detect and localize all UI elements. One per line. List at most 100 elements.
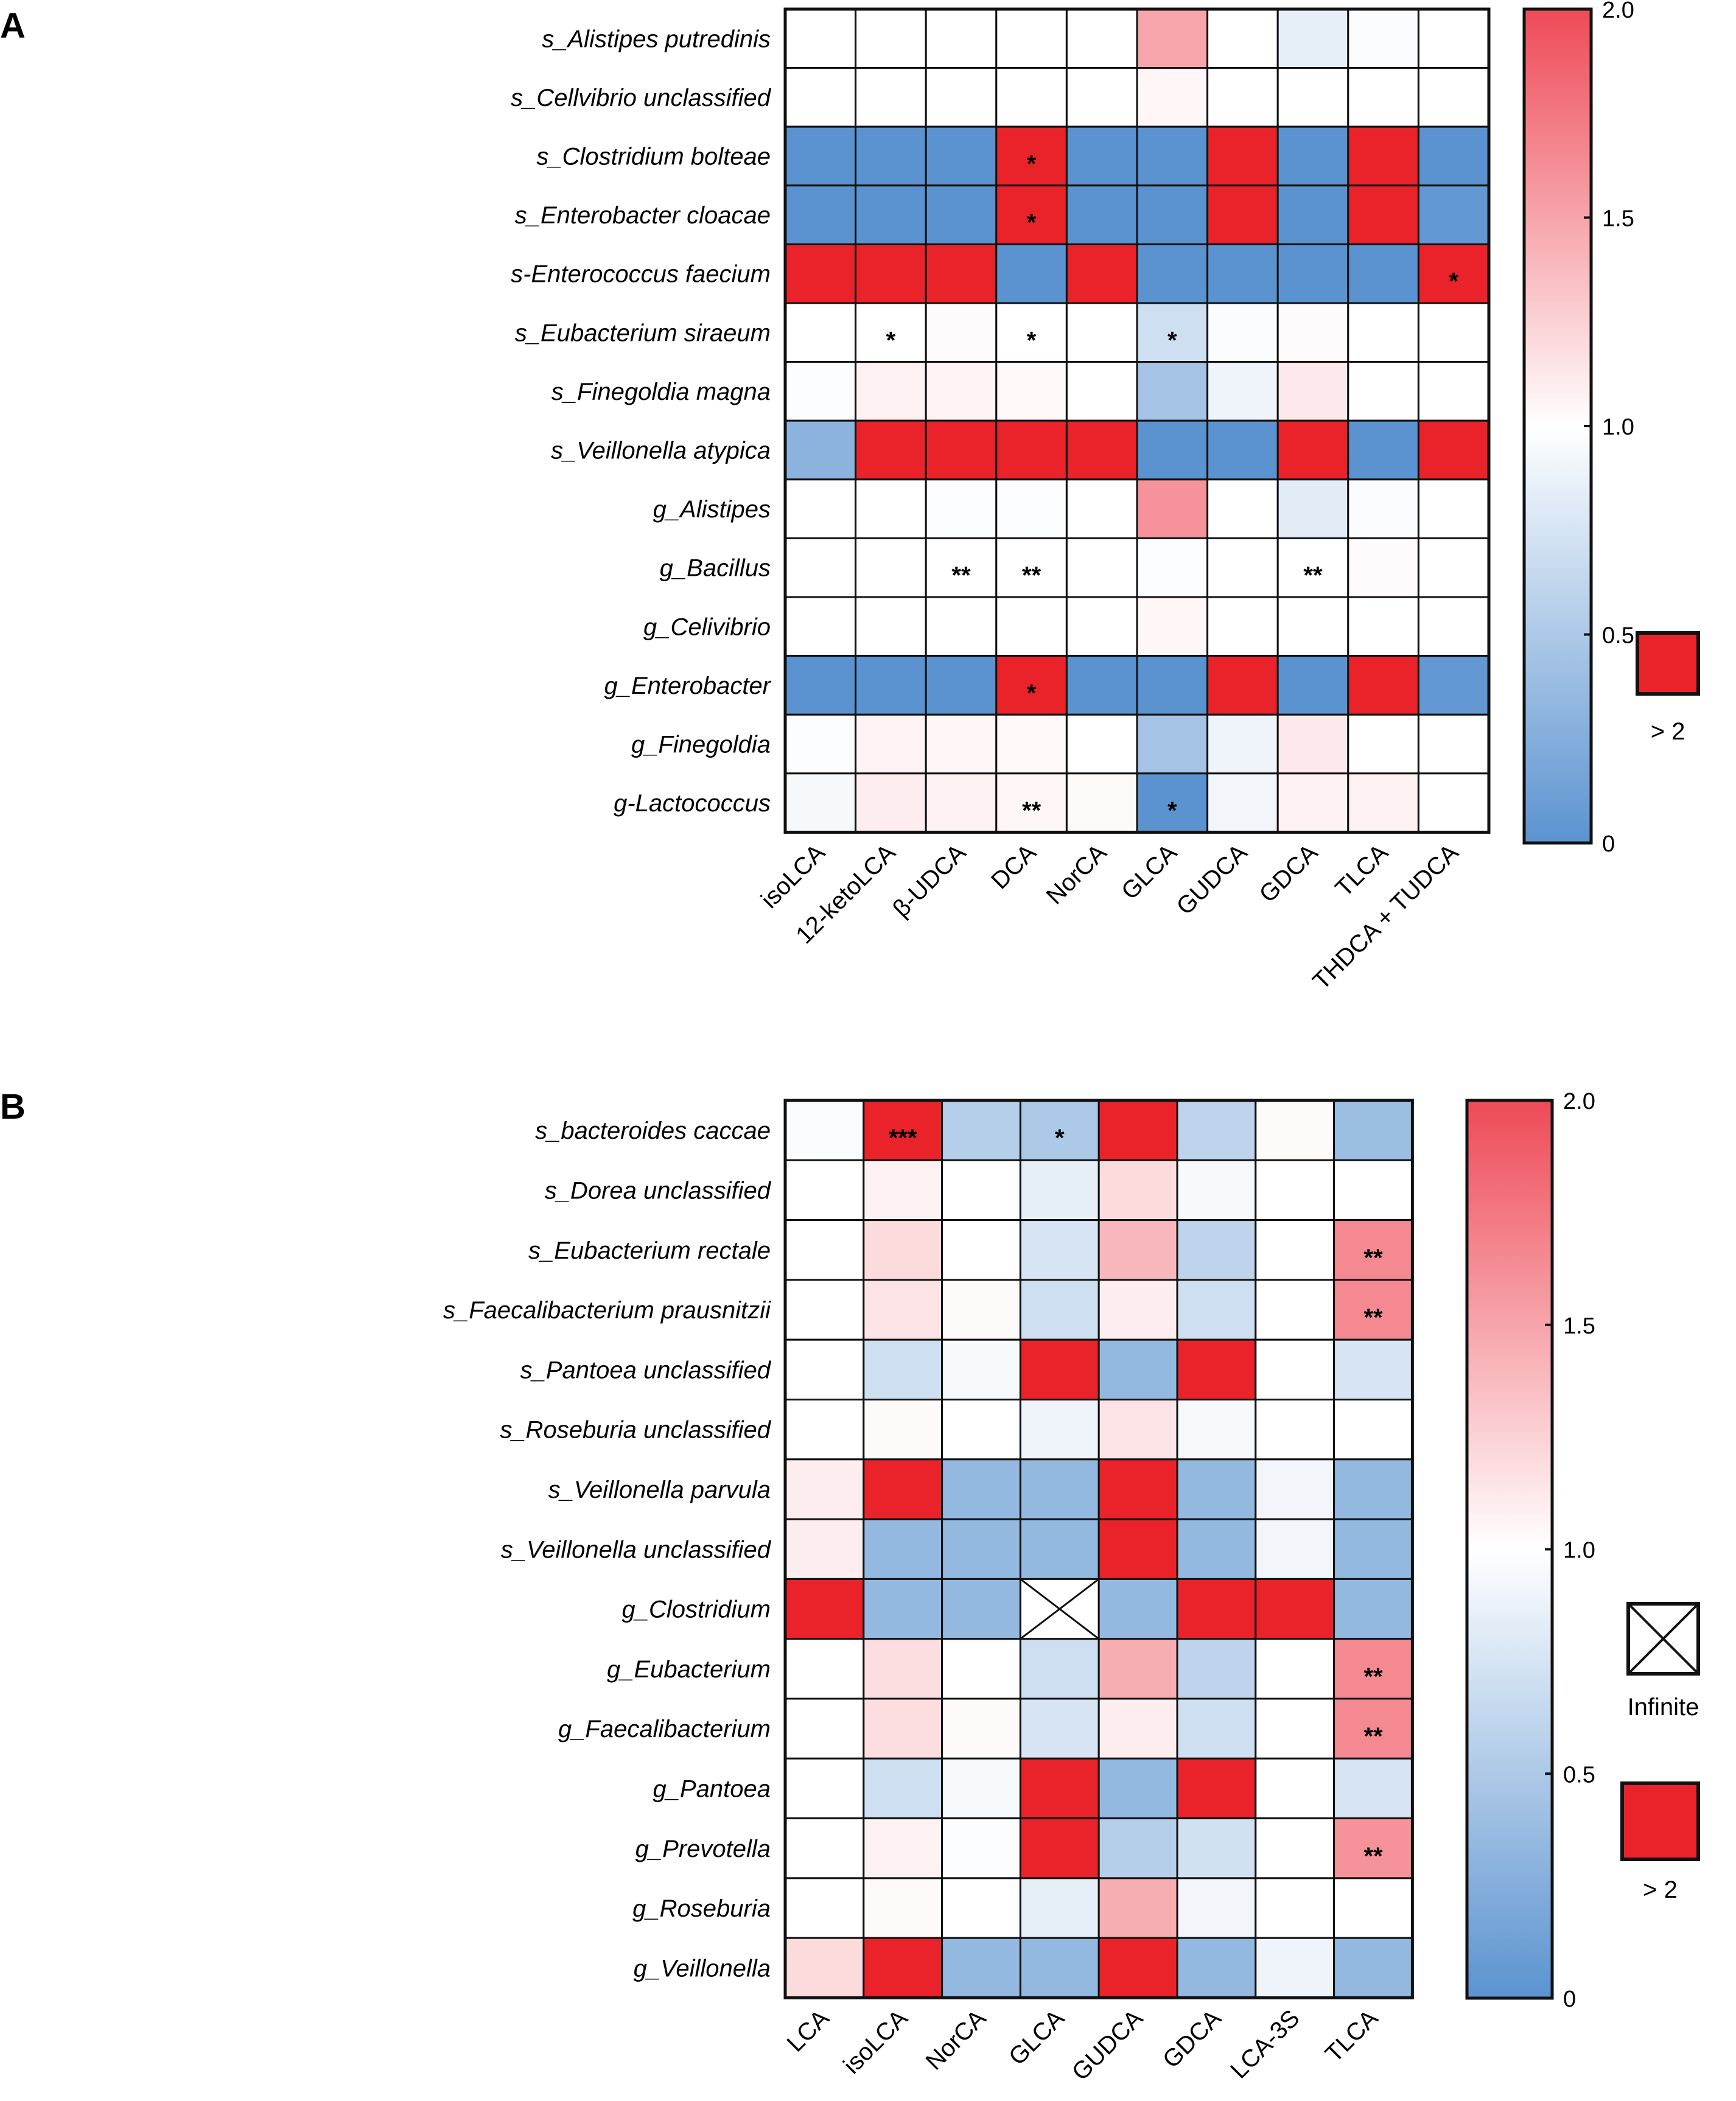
heatmap-cell: [1019, 1757, 1100, 1820]
row-label: g_Enterobacter: [604, 673, 771, 699]
heatmap-cell: [1097, 1877, 1178, 1939]
heatmap-cell: [941, 1697, 1021, 1760]
heatmap-cell: [1206, 243, 1279, 304]
heatmap-cell: [1097, 1638, 1178, 1700]
heatmap-cell: [995, 713, 1068, 775]
row-label: s_Alistipes putredinis: [542, 26, 771, 52]
column-label: NorCA: [1041, 839, 1112, 909]
column-label: GDCA: [1158, 2005, 1227, 2074]
heatmap-cell: [784, 1159, 865, 1222]
legend-label: Infinite: [1628, 1694, 1699, 1721]
heatmap-cell: [784, 361, 857, 422]
row-label: s_Eubacterium rectale: [528, 1237, 771, 1264]
significance-mark: **: [1363, 1245, 1383, 1271]
heatmap-cell: [784, 713, 857, 775]
heatmap-cell: [1206, 478, 1279, 539]
heatmap-cell: [1176, 1697, 1257, 1760]
row-label: s_Roseburia unclassified: [500, 1417, 771, 1444]
legend-item: > 2: [1620, 1781, 1700, 1903]
heatmap-cell: [1019, 1338, 1100, 1400]
column-label: LCA-3S: [1225, 2005, 1304, 2084]
heatmap-cell: [1065, 419, 1138, 481]
significance-mark: **: [1363, 1723, 1383, 1750]
heatmap-cell: [1276, 125, 1349, 187]
row-label: s_Eubacterium siraeum: [515, 320, 771, 346]
heatmap-cell: [1206, 8, 1279, 69]
significance-mark: **: [1022, 562, 1041, 589]
row-label: g_Finegoldia: [631, 732, 771, 758]
heatmap-cell: [1276, 772, 1349, 833]
heatmap-cell: [1176, 1159, 1257, 1222]
heatmap-cell: [784, 1279, 865, 1341]
heatmap-cell: [941, 1877, 1021, 1939]
significance-mark: **: [1022, 797, 1041, 824]
row-label: g-Lactococcus: [614, 790, 771, 817]
heatmap-cell: [941, 1458, 1021, 1520]
heatmap-cell: [1176, 1877, 1257, 1939]
heatmap-cell: [1176, 1338, 1257, 1400]
significance-mark: *: [1027, 209, 1037, 236]
heatmap-cell: [995, 596, 1068, 657]
heatmap-cell: [784, 419, 857, 481]
significance-mark: **: [1363, 1663, 1383, 1690]
heatmap-cell: [1065, 361, 1138, 422]
heatmap-cell: [995, 8, 1068, 69]
heatmap-cell: [1417, 478, 1490, 539]
heatmap-cell: [1097, 1817, 1178, 1879]
heatmap-cell: [995, 478, 1068, 539]
heatmap-cell: [1176, 1399, 1257, 1461]
heatmap-cell: [784, 478, 857, 539]
heatmap-cell: [1333, 1458, 1413, 1520]
colorbar-tick-label: 0: [1563, 1987, 1576, 2012]
heatmap-cell: [784, 596, 857, 657]
heatmap-cell: [1333, 1518, 1413, 1580]
heatmap-cell: [1276, 596, 1349, 657]
heatmap-cell: [855, 361, 927, 422]
heatmap-cell: [1255, 1877, 1335, 1939]
heatmap-cell: [1019, 1099, 1100, 1161]
heatmap-cell: [941, 1518, 1021, 1580]
heatmap-cell: [1136, 361, 1209, 422]
heatmap-cell: [1417, 655, 1490, 716]
heatmap-border: [783, 1099, 1414, 1999]
column-label: GLCA: [1116, 839, 1182, 904]
heatmap-cell: [925, 184, 998, 245]
heatmap-cell: [784, 1877, 865, 1939]
heatmap-cell: [1347, 596, 1419, 657]
heatmap-cell: [1333, 1638, 1413, 1700]
heatmap-cell: [941, 1638, 1021, 1700]
heatmap-cell: [863, 1697, 943, 1760]
heatmap-cell: [941, 1578, 1021, 1640]
heatmap-cell: [784, 8, 857, 69]
heatmap-cell: [941, 1817, 1021, 1879]
heatmap-cell: [995, 537, 1068, 598]
heatmap-cell: [1065, 8, 1138, 69]
heatmap-cell: [941, 1399, 1021, 1461]
heatmap-cell: [784, 1757, 865, 1820]
row-label: g_Faecalibacterium: [558, 1716, 771, 1743]
heatmap-cell: [1136, 655, 1209, 716]
heatmap-cell: [1019, 1937, 1100, 1999]
heatmap-cell: [784, 67, 857, 128]
row-label: s_Cellvibrio unclassified: [511, 85, 772, 111]
heatmap-cell: [1176, 1518, 1257, 1580]
heatmap-cell: [1136, 302, 1209, 363]
heatmap-cell: [1019, 1159, 1100, 1222]
colorbar: [1522, 7, 1593, 845]
heatmap-cell: [1206, 772, 1279, 833]
row-label: s_Clostridium bolteae: [536, 144, 771, 170]
heatmap-cell: [863, 1338, 943, 1400]
heatmap-cell: [1097, 1458, 1178, 1520]
heatmap-cell: [855, 772, 927, 833]
column-label: DCA: [986, 839, 1041, 894]
heatmap-cell: [1206, 419, 1279, 481]
heatmap-cell: [925, 478, 998, 539]
heatmap-cell: [1417, 125, 1490, 187]
heatmap-cell: [1206, 302, 1279, 363]
heatmap-cell: [863, 1219, 943, 1281]
heatmap-cell: [1065, 125, 1138, 187]
heatmap-cell: [925, 361, 998, 422]
heatmap-cell: [1276, 67, 1349, 128]
heatmap-cell: [995, 361, 1068, 422]
